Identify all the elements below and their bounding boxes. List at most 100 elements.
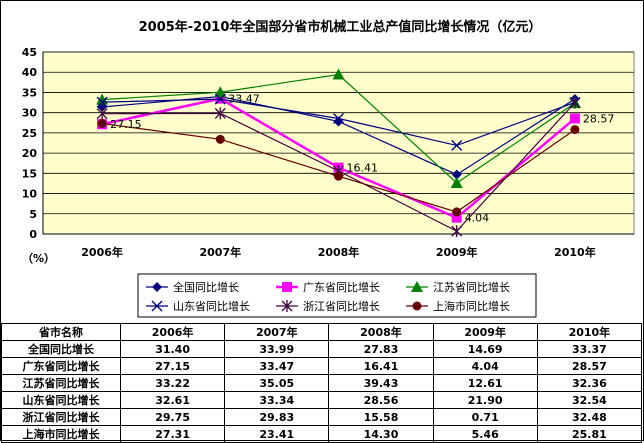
data-point — [334, 171, 343, 181]
table-cell: 32.54 — [536, 391, 643, 409]
legend-label: 全国同比增长 — [173, 280, 239, 294]
y-tick-label: 10 — [22, 188, 38, 201]
table-row: 浙江省同比增长 29.75 29.83 15.58 0.71 32.48 — [1, 408, 643, 426]
data-point — [452, 207, 462, 217]
table-row: 山东省同比增长 32.61 33.34 28.56 21.90 32.54 — [1, 391, 643, 409]
legend-item: 全国同比增长 — [146, 280, 239, 294]
x-tick-label: 2008年 — [318, 245, 360, 259]
table-cell: 21.90 — [432, 391, 538, 409]
series-lines — [96, 68, 581, 238]
table-header-cell: 2006年 — [119, 323, 226, 341]
legend-label: 浙江省同比增长 — [303, 299, 380, 313]
table-row: 江苏省同比增长 33.22 35.05 39.43 12.61 32.36 — [1, 374, 643, 392]
data-point — [332, 68, 345, 80]
y-tick-label: 35 — [22, 86, 37, 99]
series-group — [97, 119, 580, 217]
table-row: 上海市同比增长 27.31 23.41 14.30 5.46 25.81 — [1, 425, 643, 443]
table-row: 广东省同比增长 27.15 33.47 16.41 4.04 28.57 — [1, 357, 643, 375]
data-label: 27.15 — [110, 118, 142, 131]
y-tick-label: 40 — [22, 66, 38, 79]
data-label: 33.47 — [228, 93, 259, 106]
y-tick-label: 45 — [22, 46, 37, 59]
table-cell: 35.05 — [224, 374, 330, 392]
table-cell: 31.40 — [119, 340, 226, 358]
data-point — [97, 119, 107, 129]
table-cell: 32.61 — [119, 391, 226, 409]
legend-label: 山东省同比增长 — [173, 299, 250, 313]
data-labels: 27.15 33.47 16.41 4.04 28.57 — [110, 93, 614, 225]
table-cell: 12.61 — [432, 374, 538, 392]
y-tick-label: 0 — [29, 228, 37, 241]
data-point — [451, 212, 462, 223]
data-point — [214, 86, 227, 98]
table-cell: 33.99 — [224, 340, 330, 358]
data-table: 省市名称 2006年 2007年 2008年 2009年 2010年 全国同比增… — [1, 323, 643, 443]
legend-item: 江苏省同比增长 — [406, 280, 510, 294]
table-cell: 上海市同比增长 — [1, 425, 121, 443]
legend-marker — [282, 282, 292, 292]
table-cell: 33.22 — [119, 374, 226, 392]
table-header-cell: 2010年 — [536, 323, 643, 341]
table-cell: 27.83 — [328, 340, 434, 358]
data-label: 28.57 — [583, 112, 615, 125]
legend-item: 山东省同比增长 — [146, 299, 250, 313]
data-point — [570, 125, 580, 135]
table-cell: 32.48 — [536, 408, 643, 426]
table-header-cell: 省市名称 — [1, 323, 121, 341]
data-point — [215, 134, 225, 144]
table-cell: 广东省同比增长 — [1, 357, 121, 375]
x-axis-ticks: 2006年 2007年 2008年 2009年 2010年 — [81, 245, 595, 259]
table-cell: 4.04 — [432, 357, 538, 375]
legend-label: 上海市同比增长 — [433, 299, 510, 313]
legend-label: 广东省同比增长 — [303, 280, 380, 294]
data-label: 16.41 — [347, 162, 379, 175]
table-row: 全国同比增长 31.40 33.99 27.83 14.69 33.37 — [1, 340, 643, 358]
y-axis-label: （%） — [22, 252, 55, 265]
table-cell: 33.47 — [224, 357, 330, 375]
y-tick-label: 30 — [22, 107, 38, 120]
y-tick-label: 15 — [22, 167, 37, 180]
x-tick-label: 2006年 — [81, 245, 123, 259]
table-cell: 山东省同比增长 — [1, 391, 121, 409]
legend-marker — [151, 300, 163, 312]
series-group — [96, 96, 581, 238]
data-point — [451, 225, 463, 238]
legend-marker — [152, 282, 162, 292]
table-cell: 27.31 — [119, 425, 226, 443]
table-header-cell: 2007年 — [224, 323, 330, 341]
data-point — [214, 107, 226, 120]
table-cell: 29.83 — [224, 408, 330, 426]
data-point — [96, 107, 108, 120]
x-tick-label: 2010年 — [554, 245, 596, 259]
data-point — [214, 93, 226, 105]
y-tick-label: 25 — [22, 127, 37, 140]
table-header-cell: 2009年 — [432, 323, 538, 341]
chart-title: 2005年-2010年全国部分省市机械工业总产值同比增长情况（亿元） — [139, 19, 542, 35]
table-cell: 32.36 — [536, 374, 643, 392]
y-axis-ticks: 0 5 10 15 20 25 30 35 40 45 — [22, 46, 38, 241]
data-point — [451, 169, 462, 180]
y-tick-label: 5 — [29, 208, 37, 221]
table-cell: 39.43 — [328, 374, 434, 392]
line-chart: 2005年-2010年全国部分省市机械工业总产值同比增长情况（亿元） 0 5 10 1… — [22, 19, 635, 318]
table-cell: 28.57 — [536, 357, 643, 375]
legend-marker — [411, 281, 423, 292]
data-label: 4.04 — [465, 212, 490, 225]
legend-label: 江苏省同比增长 — [433, 280, 510, 294]
x-tick-label: 2007年 — [199, 245, 241, 259]
data-point — [569, 113, 580, 124]
table-cell: 全国同比增长 — [1, 340, 121, 358]
table-cell: 15.58 — [328, 408, 434, 426]
table-cell: 33.34 — [224, 391, 330, 409]
table-cell: 14.69 — [432, 340, 538, 358]
table-cell: 33.37 — [536, 340, 643, 358]
legend-item: 浙江省同比增长 — [276, 299, 380, 313]
data-point — [569, 96, 581, 109]
data-point — [450, 176, 463, 188]
legend-marker — [281, 300, 293, 312]
table-cell: 23.41 — [224, 425, 330, 443]
table-cell: 16.41 — [328, 357, 434, 375]
data-point — [451, 139, 463, 151]
data-point — [333, 112, 344, 124]
